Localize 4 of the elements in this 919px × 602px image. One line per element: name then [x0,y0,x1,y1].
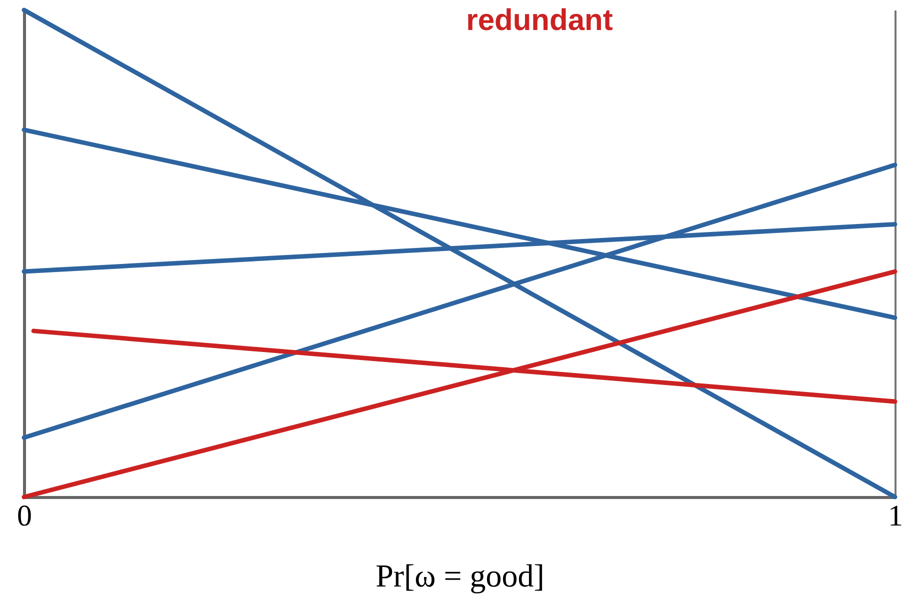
x-tick-label: 0 [17,500,32,532]
x-axis-title: Pr[ω = good] [376,558,544,594]
chart-title: redundant [466,4,613,37]
x-tick-label: 1 [888,500,903,532]
